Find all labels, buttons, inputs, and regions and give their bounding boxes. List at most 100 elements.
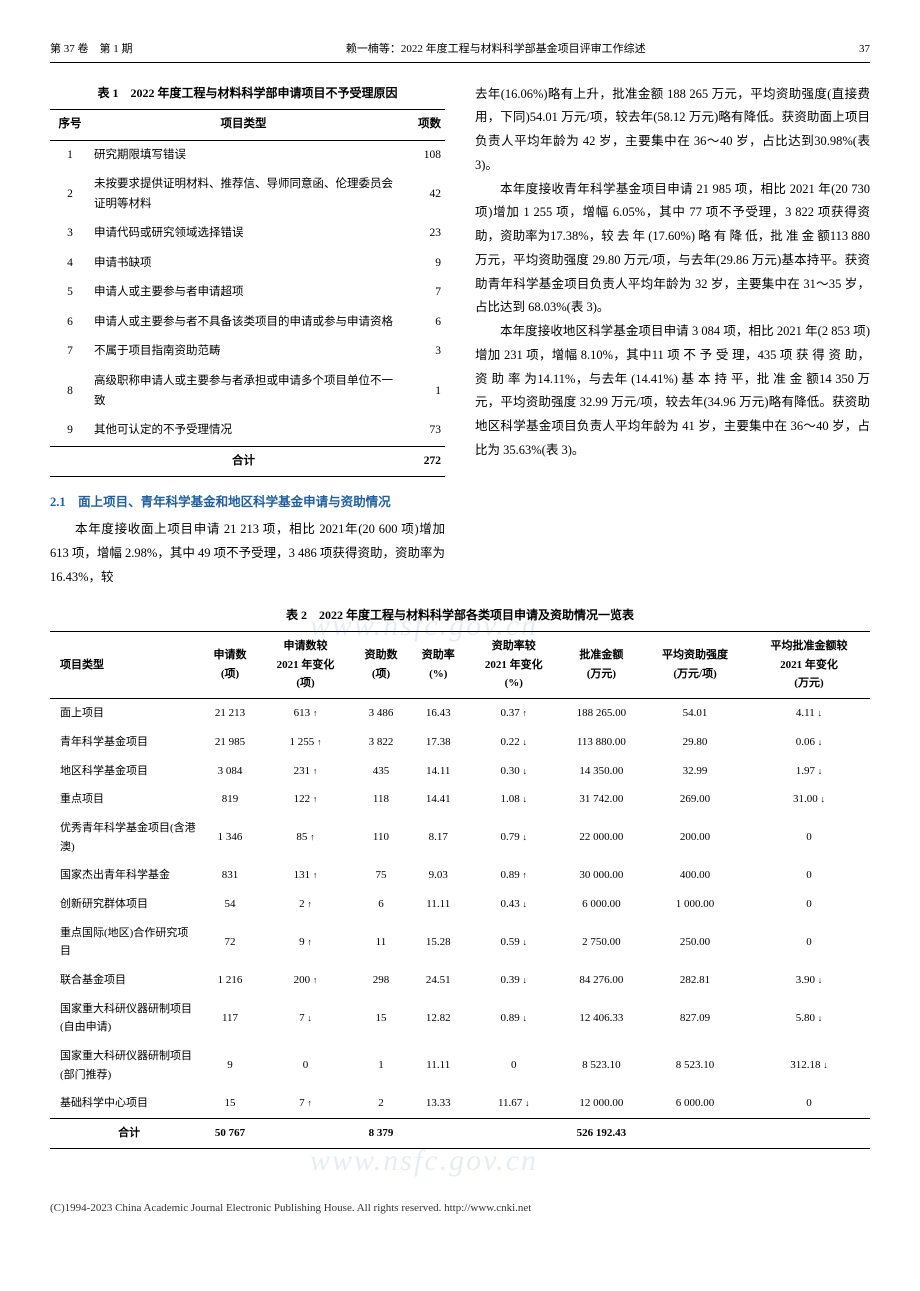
total-label: 合计 xyxy=(50,1119,201,1149)
cell-rate: 13.33 xyxy=(410,1089,467,1118)
cell-rate: 15.28 xyxy=(410,919,467,966)
arrow-up-icon xyxy=(310,831,315,843)
cell-avg-delta: 0 xyxy=(748,814,870,861)
arrow-down-icon xyxy=(523,1012,528,1024)
cell-type: 申请人或主要参与者不具备该类项目的申请或参与申请资格 xyxy=(90,308,397,338)
table-row: 国家重大科研仪器研制项目(部门推荐)90 111.110 8 523.108 5… xyxy=(50,1042,870,1089)
arrow-up-icon xyxy=(523,707,528,719)
cell-count: 73 xyxy=(397,416,445,446)
cell-avg-delta: 0 xyxy=(748,1089,870,1118)
left-body-text: 本年度接收面上项目申请 21 213 项，相比 2021年(20 600 项)增… xyxy=(50,518,445,589)
cell-apply: 21 213 xyxy=(201,699,258,728)
cell-amount: 6 000.00 xyxy=(561,890,643,919)
arrow-down-icon xyxy=(523,793,528,805)
cell-name: 国家杰出青年科学基金 xyxy=(50,861,201,890)
cell-name: 重点项目 xyxy=(50,785,201,814)
cell-amount: 30 000.00 xyxy=(561,861,643,890)
table1-col-seq: 序号 xyxy=(50,110,90,141)
cell-amount: 2 750.00 xyxy=(561,919,643,966)
cell-rate-delta: 11.67 xyxy=(467,1089,561,1118)
cell-rate: 17.38 xyxy=(410,728,467,757)
cell-apply-delta: 200 xyxy=(259,966,353,995)
page-header: 第 37 卷 第 1 期 赖一楠等：2022 年度工程与材料科学部基金项目评审工… xyxy=(50,40,870,63)
cell-apply-delta: 7 xyxy=(259,1089,353,1118)
table-row: 青年科学基金项目21 9851 255 3 82217.380.22 113 8… xyxy=(50,728,870,757)
cell-seq: 8 xyxy=(50,367,90,416)
arrow-up-icon xyxy=(313,765,318,777)
cell-amount: 14 350.00 xyxy=(561,757,643,786)
cell-fund: 3 822 xyxy=(352,728,409,757)
cell-count: 9 xyxy=(397,249,445,279)
arrow-down-icon xyxy=(523,936,528,948)
cell-apply: 3 084 xyxy=(201,757,258,786)
table-row: 重点国际(地区)合作研究项目729 1115.280.59 2 750.0025… xyxy=(50,919,870,966)
cell-fund: 2 xyxy=(352,1089,409,1118)
cell-seq: 5 xyxy=(50,278,90,308)
cell-apply: 1 216 xyxy=(201,966,258,995)
table-row: 创新研究群体项目542 611.110.43 6 000.001 000.000 xyxy=(50,890,870,919)
cell-amount: 31 742.00 xyxy=(561,785,643,814)
right-body-text: 去年(16.06%)略有上升，批准金额 188 265 万元，平均资助强度(直接… xyxy=(475,83,870,463)
cell-type: 申请代码或研究领域选择错误 xyxy=(90,219,397,249)
table1-col-count: 项数 xyxy=(397,110,445,141)
section-number: 2.1 xyxy=(50,495,66,509)
total-label: 合计 xyxy=(90,446,397,477)
cell-avg-delta: 0 xyxy=(748,890,870,919)
cell-type: 不属于项目指南资助范畴 xyxy=(90,337,397,367)
cell-apply: 117 xyxy=(201,995,258,1042)
cell-apply: 72 xyxy=(201,919,258,966)
cell-apply-delta: 131 xyxy=(259,861,353,890)
cell-avg: 6 000.00 xyxy=(642,1089,748,1118)
table-total-row: 合计50 7678 379526 192.43 xyxy=(50,1119,870,1149)
cell-apply-delta: 85 xyxy=(259,814,353,861)
cell-apply-delta: 9 xyxy=(259,919,353,966)
cell-apply-delta: 2 xyxy=(259,890,353,919)
cell-apply: 9 xyxy=(201,1042,258,1089)
cell-count: 7 xyxy=(397,278,445,308)
arrow-up-icon xyxy=(307,898,312,910)
cell-name: 联合基金项目 xyxy=(50,966,201,995)
arrow-up-icon xyxy=(313,869,318,881)
cell-apply: 831 xyxy=(201,861,258,890)
cell-fund: 3 486 xyxy=(352,699,409,728)
cell-name: 面上项目 xyxy=(50,699,201,728)
cell-seq: 4 xyxy=(50,249,90,279)
cell-apply-delta: 231 xyxy=(259,757,353,786)
right-paragraph-3: 本年度接收地区科学基金项目申请 3 084 项，相比 2021 年(2 853 … xyxy=(475,320,870,463)
table1-title: 表 1 2022 年度工程与材料科学部申请项目不予受理原因 xyxy=(50,83,445,103)
cell-apply-delta: 1 255 xyxy=(259,728,353,757)
cell-seq: 9 xyxy=(50,416,90,446)
cell-name: 国家重大科研仪器研制项目(自由申请) xyxy=(50,995,201,1042)
cell-amount: 22 000.00 xyxy=(561,814,643,861)
cell-rate-delta: 0.30 xyxy=(467,757,561,786)
cell-avg-delta: 31.00 xyxy=(748,785,870,814)
arrow-down-icon xyxy=(818,736,823,748)
total-apply: 50 767 xyxy=(201,1119,258,1149)
cell-seq: 2 xyxy=(50,170,90,219)
cell-avg: 269.00 xyxy=(642,785,748,814)
total-count: 272 xyxy=(397,446,445,477)
cell-amount: 84 276.00 xyxy=(561,966,643,995)
table2-col-0: 项目类型 xyxy=(50,632,201,699)
section-title: 面上项目、青年科学基金和地区科学基金申请与资助情况 xyxy=(78,495,391,509)
cell-rate-delta: 0.39 xyxy=(467,966,561,995)
total-amount: 526 192.43 xyxy=(561,1119,643,1149)
arrow-down-icon xyxy=(820,793,825,805)
cell-rate-delta: 0.43 xyxy=(467,890,561,919)
cell-seq: 7 xyxy=(50,337,90,367)
arrow-down-icon xyxy=(307,1012,312,1024)
cell-apply: 1 346 xyxy=(201,814,258,861)
table-row: 国家杰出青年科学基金831131 759.030.89 30 000.00400… xyxy=(50,861,870,890)
cell-apply-delta: 7 xyxy=(259,995,353,1042)
cell-amount: 8 523.10 xyxy=(561,1042,643,1089)
cell-count: 23 xyxy=(397,219,445,249)
cell-rate: 11.11 xyxy=(410,1042,467,1089)
table-row: 2未按要求提供证明材料、推荐信、导师同意函、伦理委员会证明等材料42 xyxy=(50,170,445,219)
cell-fund: 435 xyxy=(352,757,409,786)
cell-avg: 400.00 xyxy=(642,861,748,890)
cell-rate: 16.43 xyxy=(410,699,467,728)
cell-type: 其他可认定的不予受理情况 xyxy=(90,416,397,446)
cell-type: 未按要求提供证明材料、推荐信、导师同意函、伦理委员会证明等材料 xyxy=(90,170,397,219)
table1: 序号 项目类型 项数 1研究期限填写错误1082未按要求提供证明材料、推荐信、导… xyxy=(50,109,445,477)
cell-avg: 250.00 xyxy=(642,919,748,966)
